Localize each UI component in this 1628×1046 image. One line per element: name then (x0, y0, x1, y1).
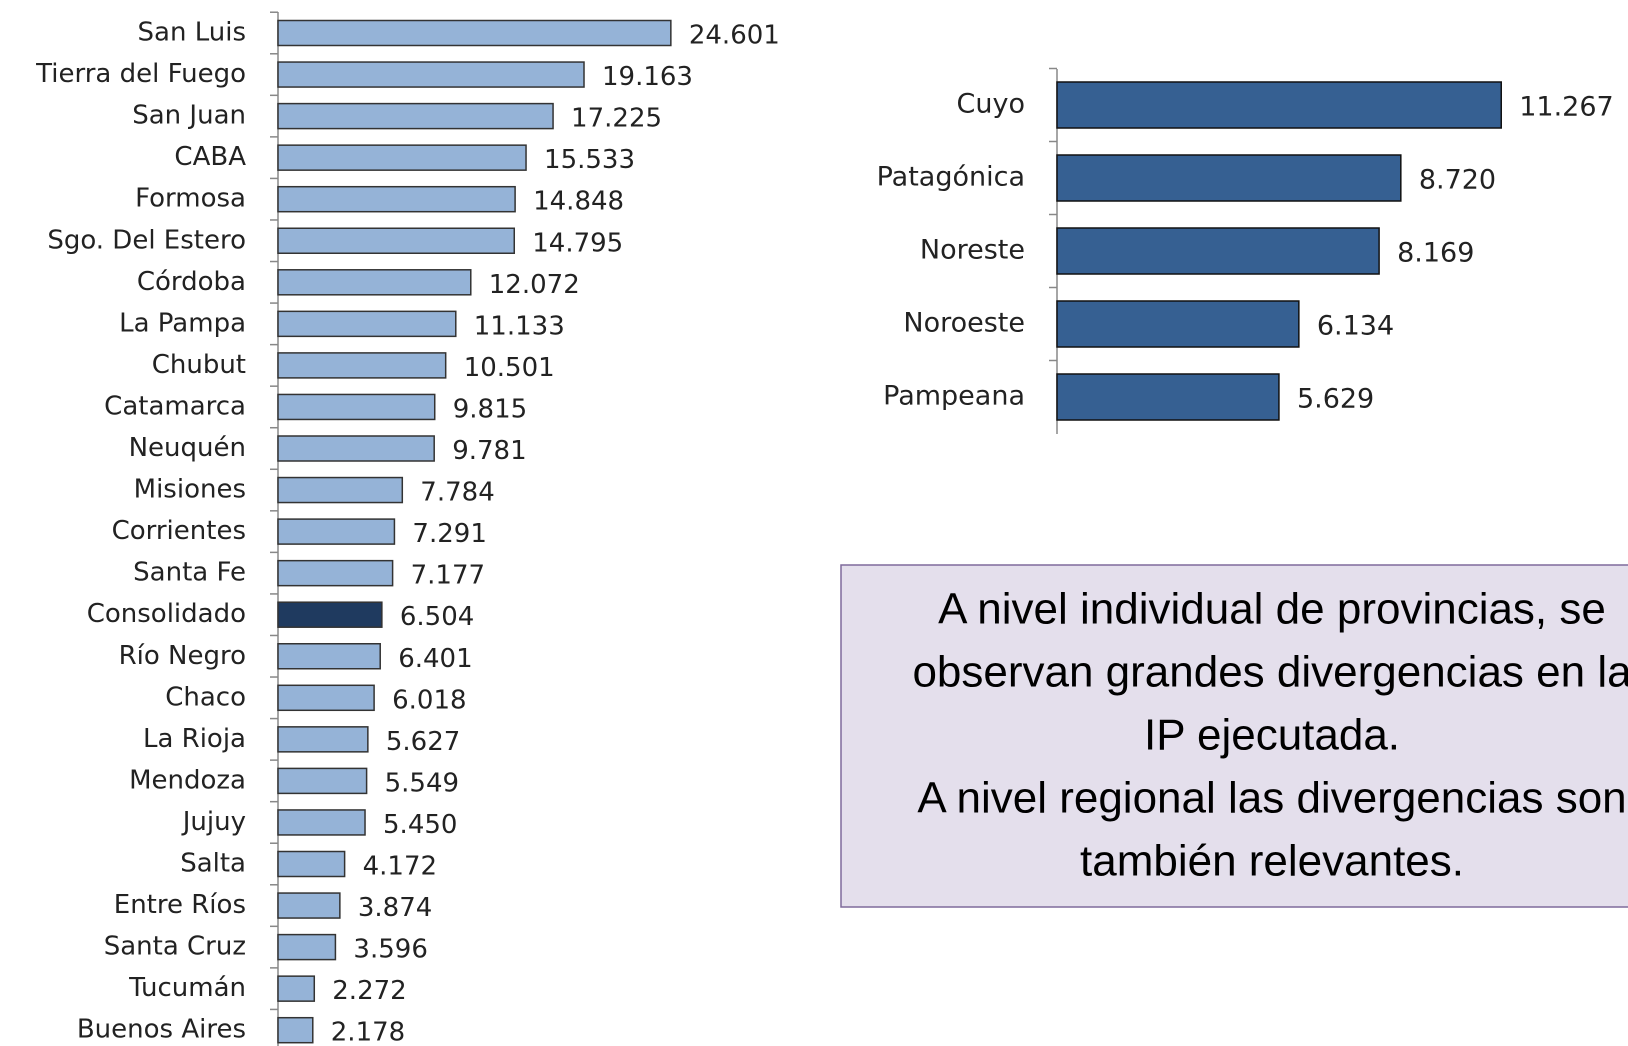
category-label: Noreste (920, 235, 1025, 266)
value-label: 9.815 (453, 394, 527, 424)
value-label: 10.501 (464, 353, 555, 383)
category-label: Córdoba (137, 267, 246, 297)
bar (1056, 300, 1300, 348)
value-label: 6.401 (398, 644, 472, 674)
value-label: 7.291 (412, 519, 486, 549)
value-label: 2.178 (331, 1018, 405, 1046)
bar (277, 310, 457, 338)
value-label: 6.134 (1317, 311, 1394, 342)
category-label: Corrientes (112, 516, 246, 546)
bar (277, 352, 447, 379)
bar (277, 975, 316, 1002)
category-label: Entre Ríos (114, 890, 246, 920)
value-label: 5.627 (386, 727, 460, 757)
value-label: 12.072 (489, 270, 580, 300)
bar (277, 726, 369, 753)
value-label: 2.272 (332, 976, 406, 1006)
category-label: Sgo. Del Estero (47, 225, 246, 255)
category-label: San Luis (138, 18, 246, 48)
value-label: 5.549 (385, 768, 459, 798)
value-label: 5.450 (383, 810, 457, 840)
value-label: 6.018 (392, 685, 466, 715)
note-box (840, 564, 1628, 908)
bar (277, 1016, 314, 1044)
value-label: 24.601 (689, 21, 780, 51)
value-label: 8.720 (1419, 165, 1496, 196)
category-label: Río Negro (119, 641, 246, 671)
value-label: 9.781 (452, 436, 526, 466)
category-label: San Juan (132, 101, 246, 131)
value-label: 6.504 (400, 602, 474, 632)
value-label: 7.177 (411, 561, 485, 591)
bar (277, 684, 375, 712)
category-label: Tucumán (128, 973, 246, 1003)
category-label: Santa Fe (133, 558, 246, 588)
bar (277, 892, 341, 919)
value-label: 15.533 (544, 145, 635, 175)
bar (277, 102, 554, 130)
category-label: Misiones (134, 475, 246, 505)
note-text: IP ejecutada. (1144, 711, 1400, 760)
bar (1056, 227, 1380, 275)
category-label: Mendoza (129, 765, 246, 795)
category-label: La Rioja (143, 724, 246, 754)
value-label: 17.225 (571, 104, 662, 134)
value-label: 3.596 (353, 935, 427, 965)
category-label: Formosa (135, 184, 246, 214)
category-label: Neuquén (129, 433, 246, 463)
bar (277, 269, 472, 296)
bar (277, 850, 346, 878)
bar (277, 809, 366, 836)
category-label: Buenos Aires (77, 1015, 246, 1045)
value-label: 19.163 (602, 62, 693, 92)
value-label: 3.874 (358, 893, 432, 923)
value-label: 14.848 (533, 187, 624, 217)
bar (1056, 154, 1402, 202)
category-label: Chaco (165, 682, 246, 712)
value-label: 11.267 (1519, 92, 1613, 123)
bar (277, 435, 435, 462)
value-label: 11.133 (474, 311, 565, 341)
bar (1056, 81, 1502, 129)
category-label: Catamarca (104, 391, 246, 421)
value-label: 5.629 (1297, 384, 1374, 415)
bar (277, 393, 436, 421)
bar (277, 61, 585, 88)
note-text: A nivel individual de provincias, se (938, 585, 1606, 634)
category-label: Chubut (152, 350, 246, 380)
category-label: Jujuy (181, 807, 246, 837)
bar (277, 227, 516, 254)
value-label: 4.172 (363, 852, 437, 882)
category-label: Cuyo (957, 89, 1025, 120)
category-label: Patagónica (877, 162, 1025, 193)
category-label: Tierra del Fuego (35, 59, 246, 89)
bar (1056, 373, 1280, 421)
category-label: Noroeste (903, 308, 1025, 339)
bar (277, 643, 381, 670)
note-text: A nivel regional las divergencias son (917, 774, 1626, 823)
category-label: Pampeana (883, 381, 1025, 412)
bar (277, 476, 404, 504)
bar (277, 518, 396, 545)
bar (277, 933, 337, 961)
note-text: también relevantes. (1080, 837, 1464, 886)
value-label: 14.795 (532, 228, 623, 258)
category-label: Salta (180, 849, 246, 879)
category-label: CABA (174, 142, 246, 172)
value-label: 7.784 (420, 478, 494, 508)
category-label: La Pampa (119, 308, 246, 338)
note-text: observan grandes divergencias en la (912, 648, 1628, 697)
bar (277, 601, 383, 628)
value-label: 8.169 (1397, 238, 1474, 269)
bar (277, 19, 672, 47)
bar (277, 185, 516, 213)
bar (277, 559, 394, 587)
category-label: Consolidado (87, 599, 246, 629)
bar (277, 144, 527, 171)
category-label: Santa Cruz (104, 932, 246, 962)
bar (277, 767, 368, 795)
